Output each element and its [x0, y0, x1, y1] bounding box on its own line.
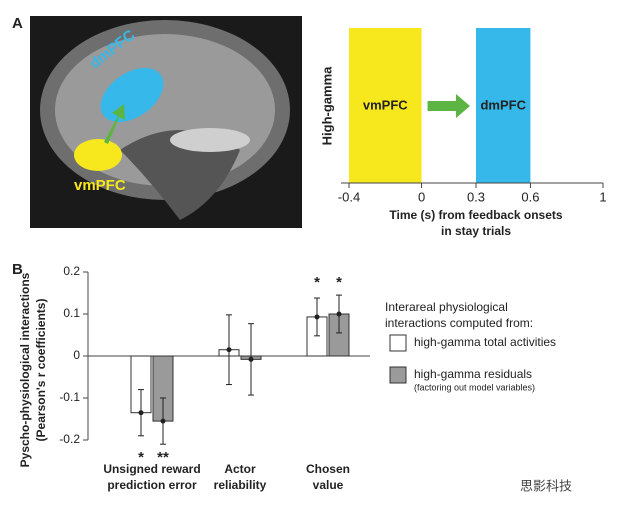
x-tick-label: 1 — [599, 189, 606, 204]
x-axis-label: in stay trials — [441, 224, 511, 238]
x-tick-label: reliability — [214, 478, 267, 492]
arrow — [427, 94, 470, 118]
y-axis-label: Pyscho-physiological interactions — [18, 272, 32, 467]
panel-label: B — [12, 261, 23, 278]
mean-dot — [248, 356, 254, 362]
legend-title: Interareal physiological — [385, 300, 508, 314]
y-tick-label: 0 — [73, 348, 80, 362]
mean-dot — [314, 314, 320, 320]
mean-dot — [226, 347, 232, 353]
significance: * — [336, 274, 342, 291]
x-tick-label: Actor — [224, 462, 256, 476]
legend-label: high-gamma residuals — [414, 367, 532, 381]
legend-title: interactions computed from: — [385, 316, 533, 330]
legend-swatch — [389, 334, 407, 352]
x-tick-label: 0 — [418, 189, 425, 204]
y-tick-label: 0.2 — [63, 264, 80, 278]
significance: ** — [157, 449, 169, 466]
x-tick-label: value — [313, 478, 344, 492]
x-tick-label: prediction error — [107, 478, 197, 492]
x-tick-label: -0.4 — [338, 189, 360, 204]
span-label: dmPFC — [480, 97, 526, 112]
span — [476, 28, 531, 183]
image-label: vmPFC — [74, 177, 126, 194]
span — [349, 28, 422, 183]
significance: * — [138, 449, 144, 466]
x-tick-label: Unsigned reward — [103, 462, 200, 476]
y-tick-label: 0.1 — [63, 306, 80, 320]
mean-dot — [138, 410, 144, 416]
y-tick-label: -0.1 — [59, 390, 80, 404]
legend-note: (factoring out model variables) — [414, 382, 535, 392]
legend-swatch — [389, 366, 407, 384]
x-axis-label: Time (s) from feedback onsets — [389, 208, 562, 222]
y-axis-label: (Pearson's r coefficients) — [34, 299, 48, 442]
span-label: vmPFC — [363, 97, 408, 112]
y-tick-label: -0.2 — [59, 432, 80, 446]
panel-label: A — [12, 15, 23, 32]
y-axis-label: High-gamma — [319, 66, 334, 146]
x-tick-label: 0.3 — [467, 189, 485, 204]
watermark: 思影科技 — [520, 478, 572, 493]
legend-label: high-gamma total activities — [414, 335, 556, 349]
significance: * — [314, 274, 320, 291]
brain-image — [30, 16, 302, 228]
x-tick-label: 0.6 — [521, 189, 539, 204]
y-axis-label: Pyscho-physiological interactions (Pearso… — [18, 272, 48, 467]
mean-dot — [160, 418, 166, 424]
x-tick-label: Chosen — [306, 462, 350, 476]
mean-dot — [336, 311, 342, 317]
